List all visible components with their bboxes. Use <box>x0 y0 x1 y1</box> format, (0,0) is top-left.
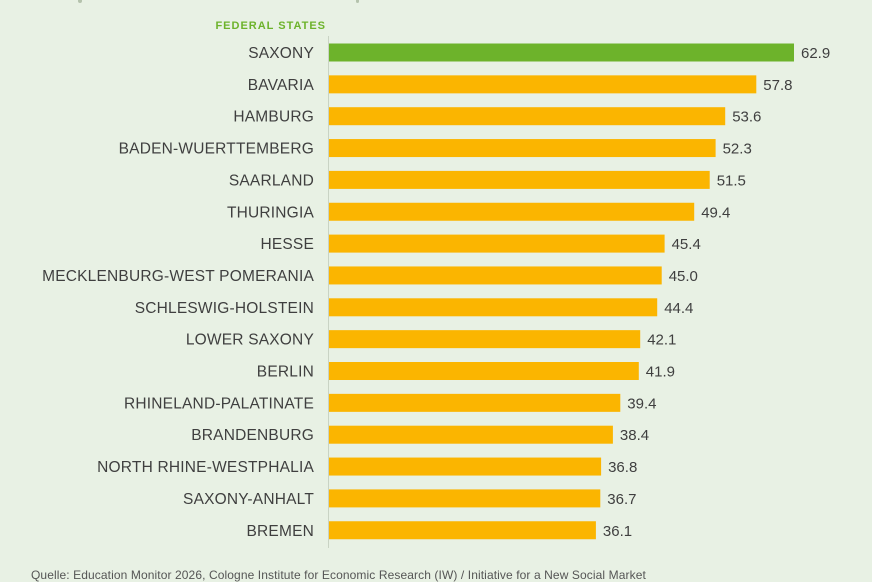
bar <box>329 521 596 540</box>
cropped-title-fragment <box>78 0 82 3</box>
value-label: 36.8 <box>608 459 637 476</box>
value-label: 57.8 <box>763 77 792 94</box>
value-label: 36.7 <box>607 491 636 508</box>
value-label: 44.4 <box>664 300 693 317</box>
source-note: Quelle: Education Monitor 2026, Cologne … <box>31 568 646 582</box>
category-label: BREMEN <box>246 523 314 540</box>
bar <box>329 489 601 508</box>
value-label: 49.4 <box>701 204 730 221</box>
bar <box>329 330 641 349</box>
value-label: 45.4 <box>672 236 701 253</box>
bar <box>329 425 613 444</box>
category-label: NORTH RHINE-WESTPHALIA <box>97 459 314 476</box>
value-label: 51.5 <box>717 172 746 189</box>
value-label: 39.4 <box>627 395 656 412</box>
bar <box>329 362 639 380</box>
category-header: FEDERAL STATES <box>215 20 326 32</box>
bar <box>329 43 794 62</box>
category-label: HAMBURG <box>233 109 314 126</box>
value-label: 42.1 <box>647 332 676 349</box>
value-label: 36.1 <box>603 523 632 540</box>
bar <box>329 75 757 94</box>
bar <box>329 202 695 221</box>
bar <box>329 139 716 158</box>
category-label: BERLIN <box>257 364 314 381</box>
category-label: LOWER SAXONY <box>186 332 314 349</box>
category-label: HESSE <box>260 236 314 253</box>
category-label: MECKLENBURG-WEST POMERANIA <box>42 268 314 285</box>
category-label: BAVARIA <box>248 77 315 94</box>
value-label: 41.9 <box>646 364 675 381</box>
value-label: 52.3 <box>723 141 752 158</box>
bar <box>329 393 621 412</box>
bar <box>329 457 602 476</box>
category-label: SAARLAND <box>229 172 314 189</box>
category-label: THURINGIA <box>227 204 315 221</box>
category-label: RHINELAND-PALATINATE <box>124 395 314 412</box>
category-label: SCHLESWIG-HOLSTEIN <box>135 300 314 317</box>
value-label: 45.0 <box>669 268 698 285</box>
category-label: SAXONY <box>248 45 314 62</box>
cropped-title-fragment <box>356 0 359 3</box>
category-label: BADEN-WUERTTEMBERG <box>119 141 314 158</box>
bar <box>329 234 665 253</box>
bar <box>329 107 726 126</box>
value-label: 62.9 <box>801 45 830 62</box>
bar <box>329 170 710 189</box>
bar <box>329 298 658 317</box>
bar <box>329 266 662 285</box>
bars-group: SAXONY 62.9 BAVARIA 57.8 HAMBURG 53.6 BADEN-WU… <box>42 43 830 540</box>
value-label: 53.6 <box>732 109 761 126</box>
category-label: BRANDENBURG <box>191 427 314 444</box>
bar-chart: FEDERAL STATES SAXONY 62.9 BAVARIA 57.8 HAMB… <box>42 20 830 548</box>
category-label: SAXONY-ANHALT <box>183 491 314 508</box>
value-label: 38.4 <box>620 427 649 444</box>
